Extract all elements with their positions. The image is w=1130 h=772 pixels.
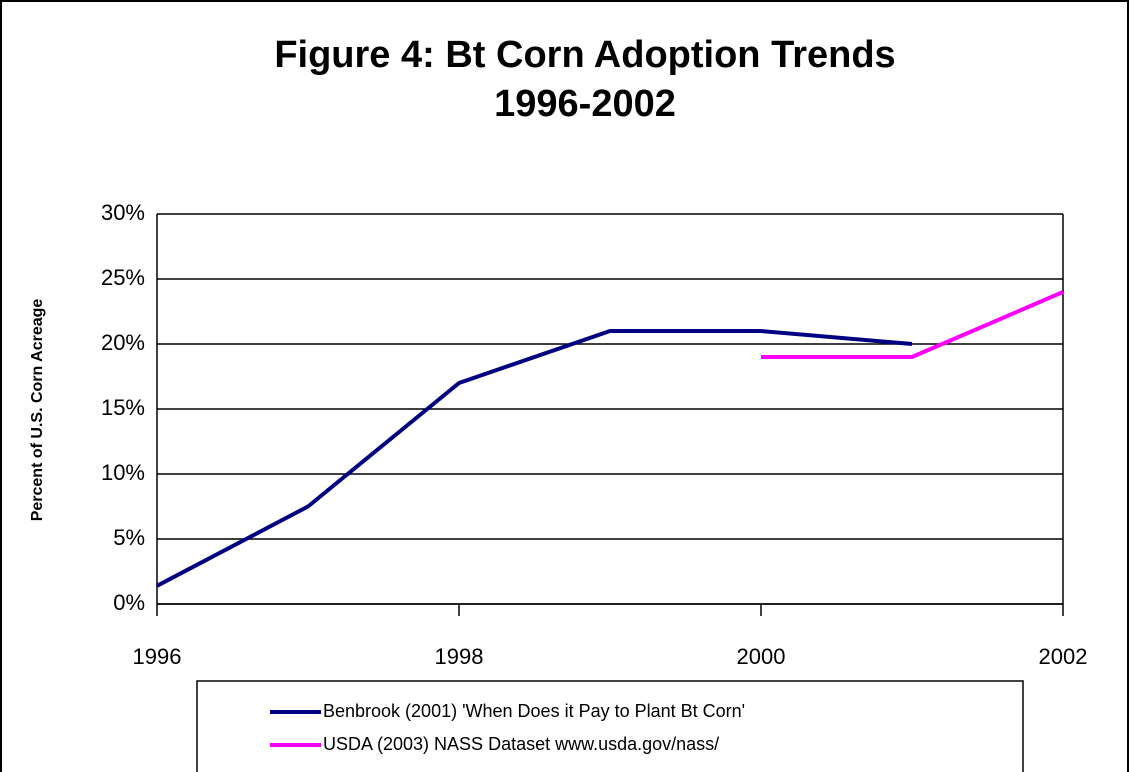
chart-title: Figure 4: Bt Corn Adoption Trends	[274, 34, 895, 76]
legend-label: Benbrook (2001) 'When Does it Pay to Pla…	[323, 701, 745, 721]
y-tick-label: 15%	[101, 395, 145, 420]
series-line	[761, 290, 1064, 359]
x-tick-label: 1998	[435, 644, 484, 669]
y-tick-label: 5%	[113, 525, 145, 550]
y-tick-label: 0%	[113, 590, 145, 615]
x-tick-label: 2002	[1039, 644, 1088, 669]
y-axis-label: Percent of U.S. Corn Acreage	[29, 299, 46, 522]
y-tick-label: 25%	[101, 265, 145, 290]
chart-subtitle: 1996-2002	[494, 83, 676, 125]
y-tick-label: 20%	[101, 330, 145, 355]
y-tick-label: 30%	[101, 200, 145, 225]
series-line	[156, 329, 913, 588]
y-tick-label: 10%	[101, 460, 145, 485]
legend-label: USDA (2003) NASS Dataset www.usda.gov/na…	[323, 734, 719, 754]
x-tick-label: 1996	[133, 644, 182, 669]
legend-box	[196, 680, 1024, 772]
x-tick-label: 2000	[737, 644, 786, 669]
